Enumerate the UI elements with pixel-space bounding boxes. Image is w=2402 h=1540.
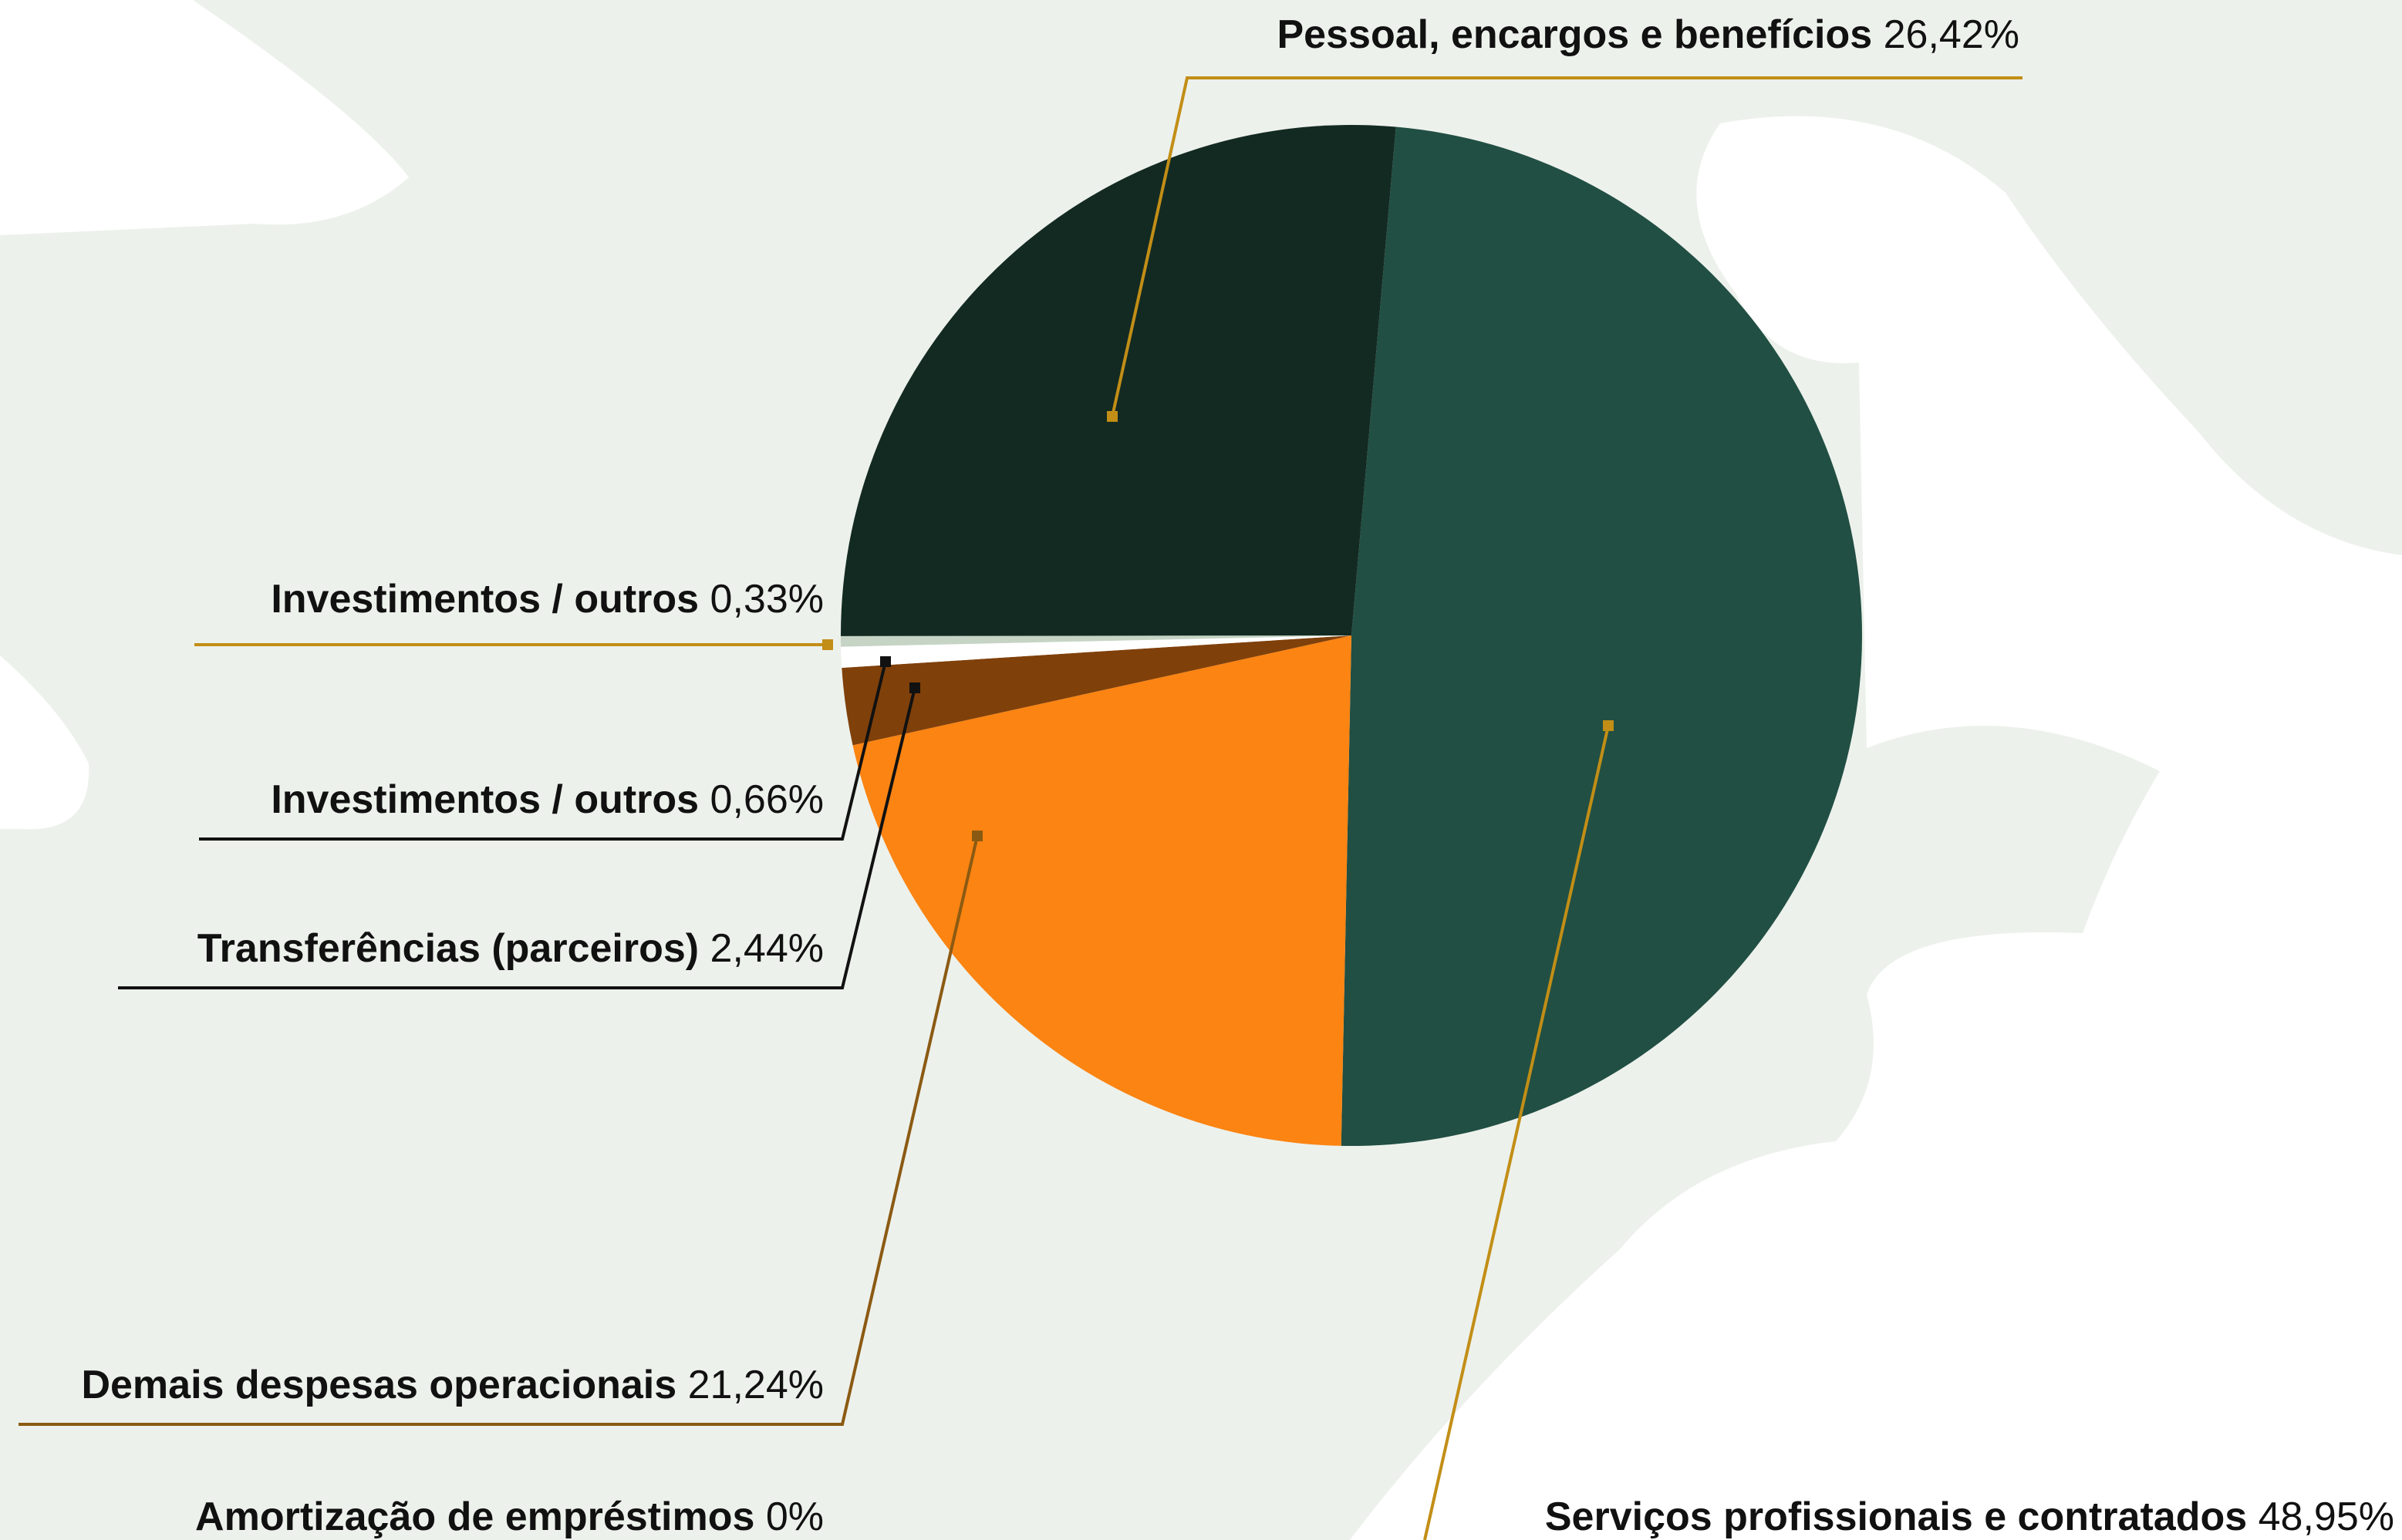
pie-slice [1341,126,1863,1147]
decor-blob [0,655,89,830]
value-label: 2,44% [710,926,824,971]
decor-blob [1350,116,2402,1540]
category-label: Investimentos / outros [271,777,699,822]
value-label: 0% [766,1495,824,1539]
pie-slice [841,635,1351,668]
category-label: Transferências (parceiros) [197,926,699,971]
leader-dot [822,639,833,650]
value-label: 0,33% [710,577,824,622]
value-label: 0,66% [710,777,824,822]
leader-dot [972,831,983,841]
pie-slice [841,635,1351,647]
leader-line [1423,725,1610,1540]
leader-dot [1107,411,1118,422]
leader-dot [880,656,891,667]
slice-label: Serviços profissionais e contratados 48,… [1545,1495,2394,1539]
pie-slice [842,635,1351,746]
value-label: 21,24% [688,1363,824,1407]
leader-line [1111,76,2022,417]
category-label: Investimentos / outros [271,577,699,622]
slice-label: Investimentos / outros 0,33% [271,577,824,622]
slice-label: Transferências (parceiros) 2,44% [197,926,824,971]
leader-line [118,687,916,989]
leader-dot [1603,720,1614,731]
leader-dot [909,682,920,693]
category-label: Pessoal, encargos e benefícios [1277,12,1873,57]
value-label: 48,95% [2259,1495,2394,1539]
slice-label: Pessoal, encargos e benefícios 26,42% [1277,12,2020,57]
category-label: Amortização de empréstimos [195,1495,754,1539]
pie-slice [852,635,1351,1146]
category-label: Demais despesas operacionais [81,1363,676,1407]
slice-label: Demais despesas operacionais 21,24% [81,1363,824,1407]
leader-line [199,661,887,841]
category-label: Serviços profissionais e contratados [1545,1495,2247,1539]
pie-slice [841,124,1396,636]
slice-label: Investimentos / outros 0,66% [271,777,824,822]
slice-label: Amortização de empréstimos 0% [195,1495,824,1539]
value-label: 26,42% [1884,12,2019,57]
decor-blob [0,0,409,235]
leader-line [19,835,979,1426]
